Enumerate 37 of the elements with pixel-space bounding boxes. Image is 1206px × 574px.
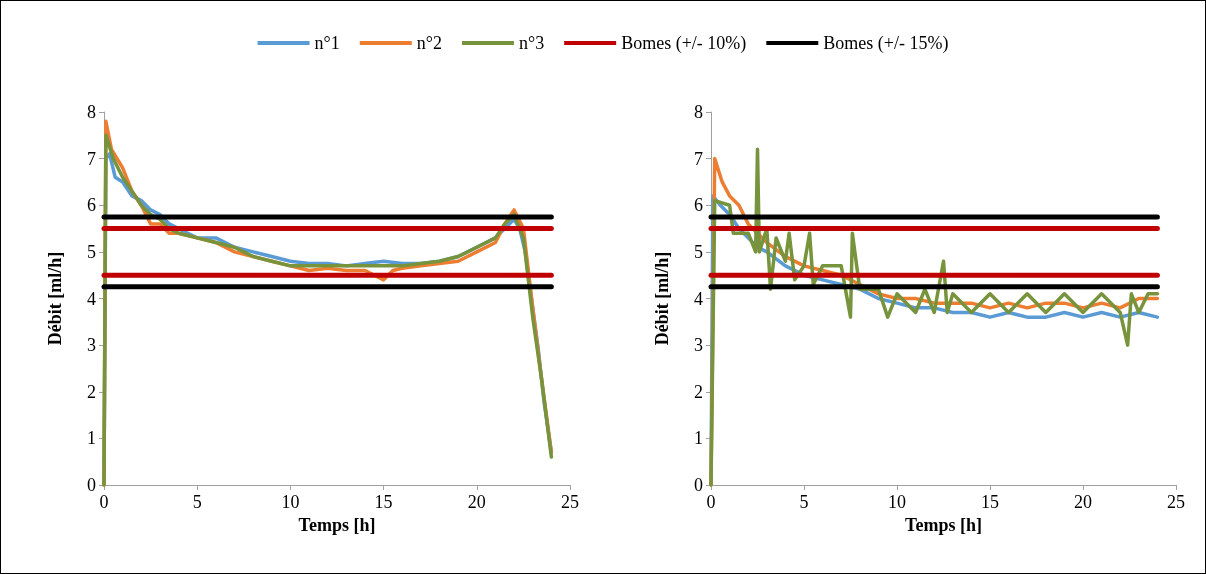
legend-label: n°3 xyxy=(518,33,545,53)
x-tick-label: 25 xyxy=(1167,492,1185,512)
x-tick-label: 20 xyxy=(1074,492,1092,512)
y-axis-title: Débit [ml/h] xyxy=(652,251,672,346)
y-tick-label: 6 xyxy=(694,195,703,216)
y-axis-title: Débit [ml/h] xyxy=(45,251,65,346)
legend-label: Bomes (+/- 10%) xyxy=(621,33,747,54)
x-tick-label: 20 xyxy=(467,492,486,512)
y-tick-label: 5 xyxy=(87,241,96,262)
y-tick-label: 6 xyxy=(87,195,96,216)
x-tick-label: 15 xyxy=(981,492,999,512)
y-tick-label: 1 xyxy=(87,428,96,449)
x-axis-title: Temps [h] xyxy=(905,514,982,535)
x-tick-label: 5 xyxy=(192,492,202,512)
x-tick-label: 5 xyxy=(799,492,809,512)
y-tick-label: 4 xyxy=(694,288,703,309)
x-tick-label: 15 xyxy=(374,492,393,512)
y-tick-label: 4 xyxy=(87,288,96,309)
x-axis-title: Temps [h] xyxy=(298,514,376,535)
x-tick-label: 25 xyxy=(561,492,579,512)
legend-label: n°1 xyxy=(314,33,340,53)
y-tick-label: 7 xyxy=(87,148,96,169)
y-tick-label: 2 xyxy=(87,381,96,402)
y-tick-label: 5 xyxy=(694,241,703,262)
y-tick-label: 2 xyxy=(694,381,703,402)
legend-label: Bomes (+/- 15%) xyxy=(823,33,949,54)
legend-label: n°2 xyxy=(416,33,442,53)
x-tick-label: 10 xyxy=(281,492,300,512)
y-tick-label: 3 xyxy=(694,335,703,356)
y-tick-label: 3 xyxy=(87,335,96,356)
y-tick-label: 1 xyxy=(694,428,703,449)
y-tick-label: 0 xyxy=(87,475,96,495)
y-tick-label: 7 xyxy=(694,148,703,169)
x-tick-label: 10 xyxy=(888,492,906,512)
y-tick-label: 8 xyxy=(87,102,96,122)
y-tick-label: 0 xyxy=(694,475,703,495)
y-tick-label: 8 xyxy=(694,102,703,122)
